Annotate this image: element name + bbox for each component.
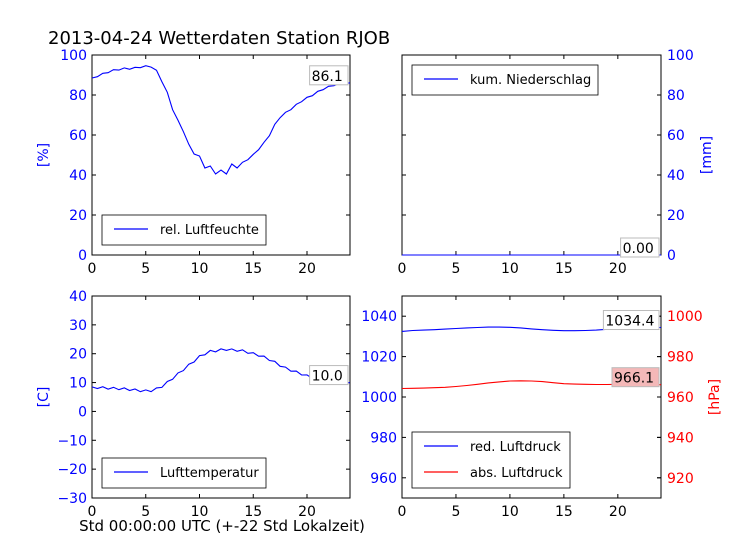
y-tick-label-right: 1000 [667,309,703,325]
y-tick-label: −20 [57,462,87,478]
legend-label: red. Luftdruck [470,440,561,455]
y-tick-label: 1020 [361,350,397,366]
y-tick-label: 1040 [361,309,397,325]
y-tick-label: 20 [69,208,87,224]
last-value-label: 0.00 [623,241,654,257]
y-tick-label: 0 [78,404,87,420]
y-tick-label-right: 980 [667,350,694,366]
y-tick-label: 60 [667,128,685,144]
x-tick-label: 20 [609,504,627,520]
x-tick-label: 0 [398,261,407,277]
last-value-label: 1034.4 [605,314,654,330]
y-tick-label: 0 [78,248,87,264]
y-axis-label-right: [hPa] [707,379,723,415]
y-tick-label: 40 [69,289,87,305]
x-tick-label: 10 [191,261,209,277]
last-value-box [611,367,660,388]
y-tick-label: 100 [667,48,694,64]
y-tick-label-right: 940 [667,430,694,446]
x-tick-label: 20 [609,261,627,277]
series-line [91,65,351,175]
x-tick-label: 20 [298,504,316,520]
legend-label: abs. Luftdruck [470,466,563,481]
x-tick-label: 15 [244,261,262,277]
x-tick-label: 0 [398,504,407,520]
figure-title: 2013-04-24 Wetterdaten Station RJOB [48,28,390,49]
y-axis-label: [%] [36,143,52,167]
x-tick-label: 5 [451,504,460,520]
y-tick-label: 20 [69,347,87,363]
x-tick-label: 0 [88,261,97,277]
y-tick-label: 10 [69,376,87,392]
legend-label: Lufttemperatur [160,466,259,481]
last-value-box [309,65,349,86]
x-axis-label: Std 00:00:00 UTC (+-22 Std Lokalzeit) [79,517,365,535]
x-tick-label: 15 [555,504,573,520]
y-tick-label: 20 [667,208,685,224]
panel-precipitation: 0 5 10 15 20 0 20 40 60 80 100 [mm] 0.00 kum. Nieders… [398,48,715,277]
legend-box [411,64,599,96]
y-axis-label: [C] [36,387,52,408]
y-tick-label: 60 [69,128,87,144]
x-tick-label: 15 [555,261,573,277]
last-value-box [602,310,660,331]
last-value-label: 10.0 [312,369,343,385]
x-tick-label: 5 [141,261,150,277]
y-tick-label: 40 [69,168,87,184]
legend-label: rel. Luftfeuchte [160,223,259,238]
y-tick-label: 30 [69,318,87,334]
y-tick-label: 80 [667,88,685,104]
y-axis-label: [mm] [699,136,715,174]
last-value-label: 86.1 [312,69,343,85]
x-tick-label: 15 [244,504,262,520]
y-tick-label: 40 [667,168,685,184]
y-tick-label-right: 960 [667,390,694,406]
y-tick-label: 100 [60,48,87,64]
legend-box [101,457,267,489]
x-tick-label: 10 [501,504,519,520]
x-tick-label: 0 [88,504,97,520]
y-tick-label: 0 [667,248,676,264]
legend-box [411,431,571,489]
y-tick-label: 960 [370,471,397,487]
x-tick-label: 10 [501,261,519,277]
last-value-box [620,237,660,258]
panel-humidity: 0 5 10 15 20 0 20 40 60 80 100 [%] 86.1 rel. Luftfeuc… [36,48,351,277]
last-value-label: 966.1 [614,371,654,387]
series-line [91,348,351,393]
x-tick-label: 10 [191,504,209,520]
y-tick-label: −10 [57,433,87,449]
x-tick-label: 20 [298,261,316,277]
y-tick-label: 1000 [361,390,397,406]
panel-temperature: 0 5 10 15 20 −30 −20 −10 0 10 20 30 40 [C] 10.0 Lufttem… [36,289,351,520]
y-tick-label: −30 [57,491,87,507]
panel-pressure: 0 5 10 15 20 960 980 1000 1020 1040 920 940 960 980 10… [361,295,723,520]
last-value-box [309,365,349,386]
legend-label: kum. Niederschlag [470,73,591,88]
y-tick-label: 80 [69,88,87,104]
x-tick-label: 5 [141,504,150,520]
y-tick-label-right: 920 [667,471,694,487]
y-tick-label: 980 [370,430,397,446]
legend-box [101,214,267,246]
x-tick-label: 5 [451,261,460,277]
